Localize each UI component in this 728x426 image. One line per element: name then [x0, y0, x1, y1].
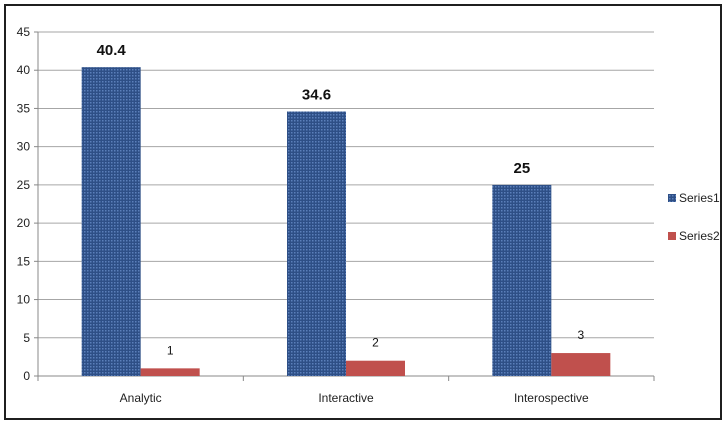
data-label: 2 [372, 336, 379, 350]
data-label: 3 [577, 328, 584, 342]
chart-frame: 0 5 10 15 20 25 30 35 40 45 Analytic Interactive Int… [4, 4, 722, 420]
data-label: 40.4 [97, 42, 127, 59]
y-tick-label: 20 [17, 216, 31, 230]
data-label: 1 [167, 343, 174, 357]
bar-series2 [551, 353, 611, 376]
legend-label: Series2 [679, 229, 720, 243]
bar-series2 [140, 368, 200, 376]
data-labels: 40.4 34.6 25 1 2 3 [97, 42, 585, 357]
x-tick-label: Interactive [318, 391, 374, 405]
y-tick-label: 0 [23, 369, 30, 383]
bar-series2 [346, 360, 405, 376]
data-label: 34.6 [302, 87, 331, 104]
y-tick-label: 30 [17, 140, 31, 154]
legend: Series1 Series2 [668, 191, 720, 243]
y-tick-label: 10 [17, 293, 31, 307]
bar-chart: 0 5 10 15 20 25 30 35 40 45 Analytic Interactive Int… [17, 25, 720, 405]
axes: 0 5 10 15 20 25 30 35 40 45 Analytic Interactive Int… [17, 25, 655, 405]
y-tick-label: 35 [17, 101, 31, 115]
x-tick-label: Interospective [514, 391, 589, 405]
y-tick-label: 40 [17, 63, 31, 77]
y-tick-label: 45 [17, 25, 31, 39]
legend-label: Series1 [679, 191, 720, 205]
bar-series1 [287, 111, 346, 376]
y-tick-label: 15 [17, 254, 31, 268]
x-tick-label: Analytic [120, 391, 162, 405]
data-label: 25 [513, 160, 530, 177]
bar-series1 [81, 67, 141, 377]
bars [81, 67, 611, 377]
legend-swatch-series1 [668, 194, 676, 202]
legend-swatch-series2 [668, 232, 676, 240]
y-tick-label: 5 [23, 331, 30, 345]
bar-series1 [492, 184, 552, 376]
y-tick-label: 25 [17, 178, 31, 192]
